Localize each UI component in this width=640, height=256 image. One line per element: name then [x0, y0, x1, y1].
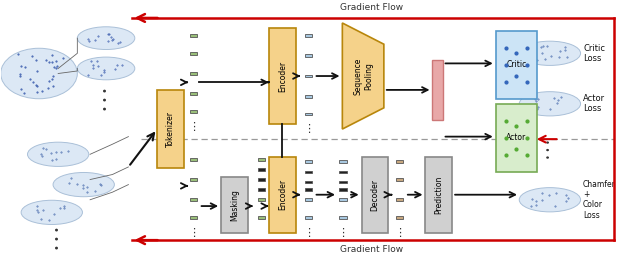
Bar [396, 178, 403, 181]
Text: Masking: Masking [230, 189, 239, 221]
Text: Gradient Flow: Gradient Flow [340, 3, 403, 12]
Circle shape [77, 27, 135, 49]
Bar [305, 188, 312, 191]
Bar [426, 157, 452, 233]
Text: Gradient Flow: Gradient Flow [340, 245, 403, 254]
Circle shape [519, 92, 580, 116]
Bar [339, 181, 346, 184]
Bar [190, 92, 197, 95]
Circle shape [519, 188, 580, 212]
Text: Critic: Critic [506, 60, 527, 69]
Bar [339, 216, 346, 219]
Circle shape [519, 41, 580, 66]
Text: Actor
Loss: Actor Loss [583, 94, 605, 113]
Bar [258, 198, 265, 201]
Text: • • •: • • • [101, 87, 111, 111]
Bar [190, 158, 197, 161]
Text: Encoder: Encoder [278, 60, 287, 92]
Text: Prediction: Prediction [435, 176, 444, 214]
Text: ⋮: ⋮ [394, 228, 405, 238]
Text: ⋮: ⋮ [188, 228, 199, 238]
Bar [258, 168, 265, 171]
Text: Sequence
Pooling: Sequence Pooling [353, 57, 373, 95]
Bar [190, 178, 197, 181]
Circle shape [77, 57, 135, 80]
Text: • • •: • • • [53, 226, 63, 250]
Bar [396, 198, 403, 201]
Bar [190, 52, 197, 55]
Bar [190, 216, 197, 219]
Text: Tokenizer: Tokenizer [166, 111, 175, 147]
Bar [433, 60, 443, 120]
Circle shape [28, 142, 89, 166]
Bar [190, 34, 197, 37]
Bar [305, 216, 312, 219]
Bar [495, 30, 537, 99]
Bar [305, 34, 312, 37]
Bar [190, 110, 197, 113]
Text: Critic
Loss: Critic Loss [583, 44, 605, 63]
Bar [221, 177, 248, 233]
Bar [305, 75, 312, 77]
Bar [396, 161, 403, 163]
Bar [305, 161, 312, 163]
Bar [258, 158, 265, 161]
Bar [190, 72, 197, 75]
Bar [305, 198, 312, 201]
Circle shape [53, 173, 115, 197]
Bar [339, 170, 346, 173]
Bar [305, 112, 312, 115]
Ellipse shape [1, 48, 77, 99]
Text: • • •: • • • [545, 139, 554, 159]
Polygon shape [342, 23, 384, 129]
Bar [190, 198, 197, 201]
Bar [495, 104, 537, 172]
Text: Encoder: Encoder [278, 179, 287, 210]
Bar [157, 90, 184, 168]
Bar [339, 161, 346, 163]
Text: ⋮: ⋮ [303, 228, 314, 238]
Bar [258, 178, 265, 181]
Text: ⋮: ⋮ [188, 122, 199, 132]
Bar [305, 95, 312, 98]
Bar [362, 157, 388, 233]
Bar [305, 170, 312, 173]
Bar [339, 198, 346, 201]
Circle shape [21, 200, 83, 225]
Text: Decoder: Decoder [371, 179, 380, 211]
Bar [269, 157, 296, 233]
Bar [258, 188, 265, 191]
Text: ⋮: ⋮ [337, 228, 349, 238]
Bar [269, 28, 296, 124]
Text: Actor: Actor [506, 133, 527, 142]
Bar [305, 55, 312, 57]
Bar [305, 181, 312, 184]
Bar [258, 216, 265, 219]
Text: Chamfer
+
Color
Loss: Chamfer + Color Loss [583, 180, 616, 220]
Bar [339, 188, 346, 191]
Text: ⋮: ⋮ [303, 124, 314, 134]
Bar [396, 216, 403, 219]
